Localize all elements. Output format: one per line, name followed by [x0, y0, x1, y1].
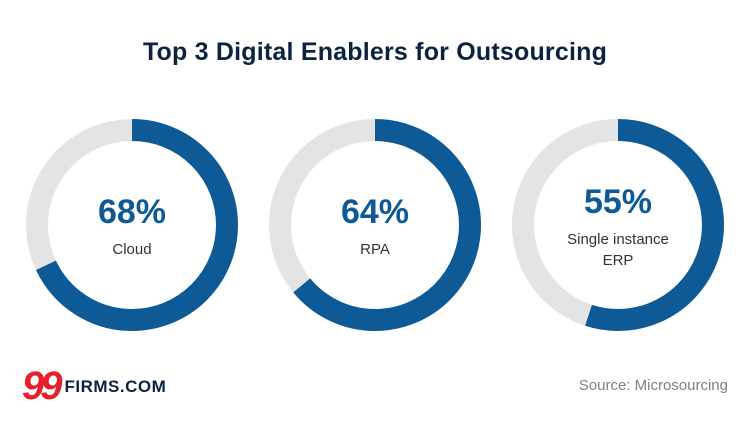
- donut-label-single-instance-erp-line-2: ERP: [602, 252, 634, 269]
- donut-label-cloud: Cloud: [42, 239, 222, 260]
- donut-label-rpa-line-1: RPA: [360, 241, 390, 258]
- chart-title: Top 3 Digital Enablers for Outsourcing: [142, 38, 608, 66]
- donut-value-rpa: 64%: [340, 193, 410, 231]
- logo-text: FIRMS.COM: [64, 377, 167, 396]
- donut-value-cloud: 68%: [97, 193, 167, 231]
- donut-value-single-instance-erp: 55%: [583, 183, 653, 221]
- donut-label-single-instance-erp: Single instance ERP: [528, 229, 708, 271]
- donut-slice-single-instance-erp: [512, 119, 724, 331]
- logo: 99 FIRMS.COM: [22, 366, 166, 406]
- donut-label-cloud-line-1: Cloud: [112, 241, 152, 258]
- source-note: Source: Microsourcing: [578, 377, 728, 394]
- logo-number: 99: [22, 364, 62, 408]
- donut-label-rpa: RPA: [285, 239, 465, 260]
- donut-slice-cloud: [26, 119, 238, 331]
- donut-slice-rpa: [269, 119, 481, 331]
- donut-label-single-instance-erp-line-1: Single instance: [567, 231, 669, 248]
